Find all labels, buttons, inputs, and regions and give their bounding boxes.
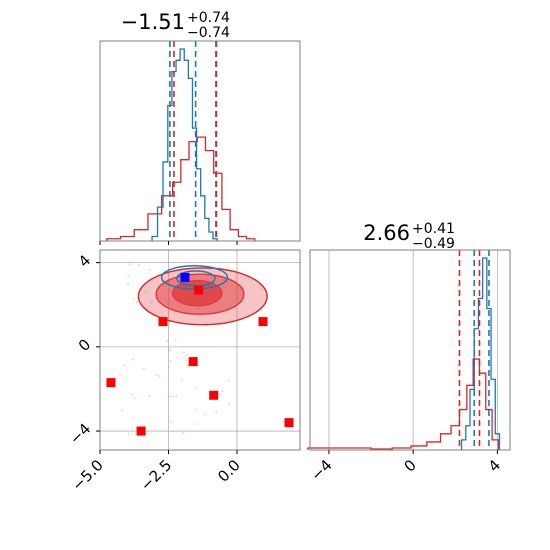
sample-point-18	[181, 378, 184, 381]
sample-point-26	[133, 397, 136, 400]
param2-title-main: 2.66	[363, 221, 410, 245]
sample-point-0	[174, 338, 177, 341]
sample-point-14	[166, 340, 169, 343]
sample-point-1	[131, 393, 134, 396]
sample-point-53	[199, 314, 202, 317]
red-marker-3	[188, 357, 198, 367]
red-marker-0	[136, 426, 146, 436]
param1-title-plus: +0.74	[187, 10, 230, 26]
param2-title-minus: −0.49	[412, 236, 455, 252]
sample-point-5	[151, 299, 153, 302]
scatter-xtick-label-1: −2.5	[137, 456, 175, 494]
sample-point-50	[132, 297, 135, 300]
hist2-xtick-label-1: 0	[401, 456, 420, 475]
sample-point-35	[203, 413, 206, 416]
sample-point-49	[185, 354, 188, 357]
red-marker-2	[158, 317, 168, 327]
sample-point-25	[205, 322, 208, 325]
sample-point-4	[186, 364, 188, 367]
hist2-red-series	[307, 358, 500, 450]
sample-point-11	[226, 266, 229, 269]
sample-point-17	[169, 395, 172, 398]
red-marker-7	[194, 285, 204, 295]
hist1-blue-series	[151, 48, 218, 241]
scatter-frame	[99, 249, 301, 451]
hist1-frame	[99, 40, 301, 242]
sample-point-33	[170, 359, 172, 362]
sample-point-24	[187, 366, 190, 369]
param2-title: 2.66 +0.41 −0.49	[363, 221, 455, 252]
sample-point-44	[148, 269, 151, 272]
hist1-red-series	[106, 136, 256, 241]
sample-point-57	[127, 432, 130, 435]
sample-point-52	[121, 409, 123, 412]
scatter-ytick-label-0: −4	[66, 420, 94, 448]
sample-point-45	[119, 373, 121, 376]
sample-point-46	[185, 359, 188, 362]
sample-point-34	[148, 395, 151, 397]
joint-scatter-panel	[106, 263, 294, 436]
scatter-ytick-label-2: 4	[75, 251, 94, 270]
sample-point-9	[182, 351, 185, 354]
param1-title-main: −1.51	[121, 10, 185, 34]
sample-point-55	[144, 291, 147, 294]
scatter-xtick-label-2: 0.0	[214, 456, 244, 486]
sample-point-27	[170, 420, 172, 423]
sample-point-21	[127, 274, 130, 277]
sample-point-13	[228, 403, 231, 406]
sample-point-23	[172, 395, 175, 398]
sample-point-3	[127, 282, 130, 285]
sample-point-59	[215, 411, 218, 413]
sample-point-2	[169, 347, 172, 350]
sample-point-16	[137, 264, 140, 267]
red-contour-outer	[137, 267, 268, 326]
sample-point-6	[193, 423, 196, 425]
sample-point-40	[182, 432, 184, 435]
sample-point-8	[195, 408, 198, 411]
sample-point-12	[132, 358, 134, 361]
scatter-ytick-label-1: 0	[75, 336, 94, 355]
red-marker-1	[106, 378, 116, 388]
hist2-frame	[309, 249, 511, 451]
sample-point-47	[128, 263, 131, 266]
hist2-xtick-label-0: −4	[307, 456, 335, 484]
sample-point-31	[168, 349, 171, 352]
blue-marker	[180, 272, 190, 282]
sample-point-19	[135, 301, 138, 304]
param1-histogram-panel	[106, 41, 256, 241]
sample-point-28	[123, 364, 126, 367]
param1-title: −1.51 +0.74 −0.74	[121, 10, 230, 41]
param2-histogram-panel	[307, 250, 501, 450]
param1-title-minus: −0.74	[187, 25, 230, 41]
sample-point-41	[155, 374, 158, 376]
sample-point-15	[195, 387, 198, 390]
hist2-blue-series	[460, 257, 501, 450]
scatter-xtick-label-0: −5.0	[68, 456, 106, 494]
red-marker-4	[209, 390, 219, 400]
sample-point-36	[149, 302, 152, 305]
sample-point-42	[143, 367, 145, 370]
param2-title-plus: +0.41	[412, 221, 455, 237]
sample-point-7	[175, 395, 178, 398]
hist2-xtick-label-2: 4	[485, 456, 504, 475]
sample-point-20	[158, 375, 161, 378]
red-marker-5	[258, 317, 268, 327]
sample-point-30	[228, 379, 230, 382]
red-marker-6	[284, 418, 294, 428]
sample-point-51	[221, 390, 224, 393]
